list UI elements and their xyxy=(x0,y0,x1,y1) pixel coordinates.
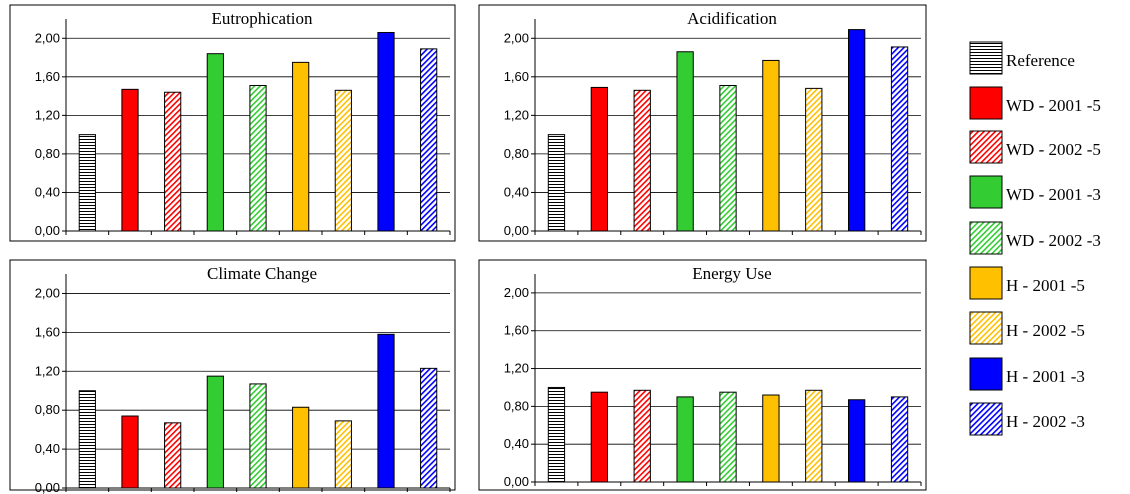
bar-h-2001-5 xyxy=(292,406,310,489)
bar-reference xyxy=(78,390,96,489)
bar-h-2002-3 xyxy=(890,396,909,483)
legend-item: H - 2002 -3 xyxy=(969,402,1085,436)
legend-item: H - 2001 -5 xyxy=(969,266,1085,300)
legend-item: H - 2001 -3 xyxy=(969,357,1085,391)
y-tick-label: 0,00 xyxy=(504,223,529,238)
y-tick-label: 0,40 xyxy=(35,441,60,456)
y-tick-label: 0,40 xyxy=(504,184,529,199)
bar-wd-2001-3 xyxy=(676,51,694,232)
bar-reference xyxy=(547,134,566,232)
bar-wd-2001-3 xyxy=(206,53,224,232)
bar-h-2002-5 xyxy=(334,420,352,489)
bar-wd-2002-5 xyxy=(633,389,651,483)
chart-panel-4: 0,00 0,40 0,80 1,20 1,60 2,00 Energy Use xyxy=(478,259,927,491)
legend-swatch xyxy=(969,402,1003,436)
y-tick-label: 0,80 xyxy=(35,146,60,161)
legend-label: WD - 2001 -3 xyxy=(1006,185,1101,204)
bar-h-2001-5 xyxy=(762,59,780,232)
bar-h-2001-5 xyxy=(292,61,310,232)
legend-label: H - 2002 -3 xyxy=(1006,412,1085,431)
legend-item: WD - 2001 -3 xyxy=(969,175,1101,209)
chart-title: Eutrophication xyxy=(211,9,313,28)
bar-h-2001-5 xyxy=(762,394,780,483)
legend: Reference WD - 2001 -5 WD - 2002 -5 WD - 20… xyxy=(969,41,1101,436)
bar-wd-2002-3 xyxy=(719,84,737,232)
bar-h-2002-5 xyxy=(805,87,823,232)
legend-swatch xyxy=(969,311,1003,345)
y-tick-label: 1,60 xyxy=(35,324,60,339)
legend-swatch xyxy=(969,175,1003,209)
bar-h-2002-3 xyxy=(890,46,909,232)
y-tick-label: 0,40 xyxy=(504,436,529,451)
bar-h-2001-3 xyxy=(848,399,866,483)
chart-title: Climate Change xyxy=(207,264,317,283)
y-tick-label: 0,00 xyxy=(504,474,529,489)
y-tick-label: 0,00 xyxy=(35,223,60,238)
bar-wd-2001-5 xyxy=(590,391,608,483)
bar-wd-2001-5 xyxy=(121,415,139,489)
legend-swatch xyxy=(969,266,1003,300)
bar-wd-2002-5 xyxy=(633,89,651,232)
y-tick-label: 2,00 xyxy=(504,30,529,45)
y-tick-label: 1,60 xyxy=(504,69,529,84)
y-tick-label: 2,00 xyxy=(35,285,60,300)
legend-label: H - 2001 -3 xyxy=(1006,367,1085,386)
bar-h-2001-3 xyxy=(848,29,866,232)
bar-wd-2001-3 xyxy=(206,375,224,489)
bar-h-2002-3 xyxy=(420,367,438,489)
bar-wd-2001-3 xyxy=(676,396,694,483)
bar-reference xyxy=(547,386,566,483)
legend-label: WD - 2002 -5 xyxy=(1006,140,1101,159)
y-tick-label: 1,20 xyxy=(35,107,60,122)
legend-swatch xyxy=(969,86,1003,120)
bar-h-2002-5 xyxy=(805,389,823,483)
bar-wd-2001-5 xyxy=(590,86,608,232)
legend-item: H - 2002 -5 xyxy=(969,311,1085,345)
legend-label: H - 2001 -5 xyxy=(1006,276,1085,295)
y-tick-label: 1,20 xyxy=(504,107,529,122)
y-tick-label: 1,60 xyxy=(504,323,529,338)
legend-item: Reference xyxy=(969,41,1075,75)
y-tick-label: 1,20 xyxy=(504,361,529,376)
legend-item: WD - 2001 -5 xyxy=(969,86,1101,120)
y-tick-label: 1,20 xyxy=(35,363,60,378)
legend-label: H - 2002 -5 xyxy=(1006,321,1085,340)
legend-swatch xyxy=(969,41,1003,75)
bar-wd-2001-5 xyxy=(121,88,139,232)
legend-swatch xyxy=(969,221,1003,255)
y-tick-label: 0,80 xyxy=(504,398,529,413)
y-tick-label: 0,40 xyxy=(35,184,60,199)
chart-panel-3: 0,00 0,40 0,80 1,20 1,60 2,00 Climate Change xyxy=(9,259,456,494)
legend-item: WD - 2002 -5 xyxy=(969,130,1101,164)
bar-h-2002-5 xyxy=(334,89,352,232)
y-tick-label: 1,60 xyxy=(35,69,60,84)
bar-wd-2002-5 xyxy=(164,422,182,489)
chart-panel-1: 0,00 0,40 0,80 1,20 1,60 2,00 Eutrophication xyxy=(9,4,456,242)
legend-swatch xyxy=(969,130,1003,164)
bar-h-2001-3 xyxy=(377,31,395,232)
y-tick-label: 0,80 xyxy=(35,402,60,417)
y-tick-label: 2,00 xyxy=(35,30,60,45)
legend-label: WD - 2002 -3 xyxy=(1006,231,1101,250)
legend-swatch xyxy=(969,357,1003,391)
legend-label: WD - 2001 -5 xyxy=(1006,96,1101,115)
y-tick-label: 0,80 xyxy=(504,146,529,161)
bar-reference xyxy=(78,134,96,232)
y-tick-label: 0,00 xyxy=(35,480,60,494)
bar-wd-2002-3 xyxy=(719,391,737,483)
chart-title: Acidification xyxy=(687,9,777,28)
bar-h-2001-3 xyxy=(377,333,395,489)
bar-wd-2002-3 xyxy=(249,383,267,489)
legend-item: WD - 2002 -3 xyxy=(969,221,1101,255)
bar-h-2002-3 xyxy=(420,48,438,232)
chart-panel-2: 0,00 0,40 0,80 1,20 1,60 2,00 Acidification xyxy=(478,4,927,242)
y-tick-label: 2,00 xyxy=(504,285,529,300)
chart-title: Energy Use xyxy=(692,264,771,283)
bar-wd-2002-5 xyxy=(164,91,182,232)
bar-wd-2002-3 xyxy=(249,84,267,232)
legend-label: Reference xyxy=(1006,51,1075,70)
